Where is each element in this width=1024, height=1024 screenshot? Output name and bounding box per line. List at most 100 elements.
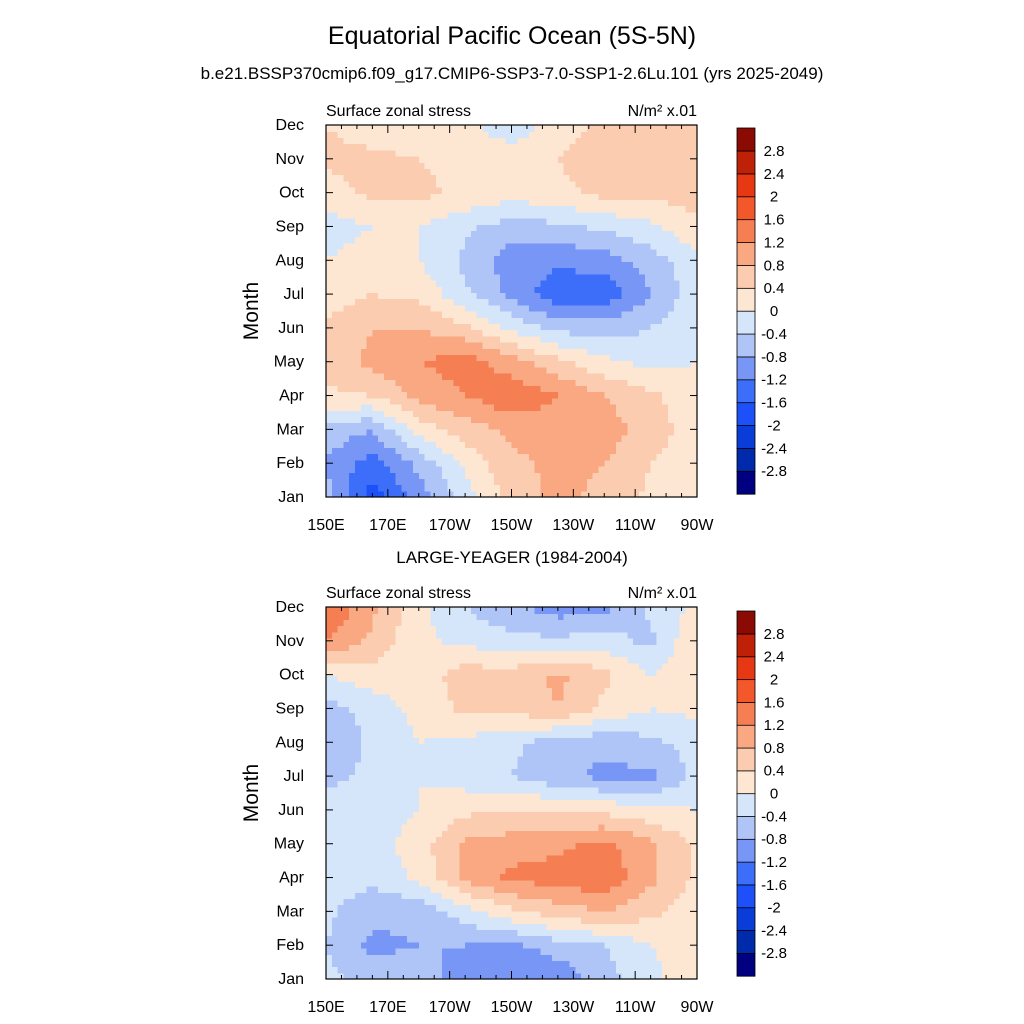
heatmap-cell: [644, 935, 652, 943]
heatmap-cell: [465, 261, 472, 269]
heatmap-cell: [447, 218, 455, 225]
heatmap-cell: [563, 143, 571, 151]
heatmap-cell: [441, 242, 449, 250]
heatmap-cell: [418, 286, 426, 293]
heatmap-cell: [673, 280, 681, 287]
heatmap-cell: [372, 162, 379, 169]
heatmap-cell: [459, 329, 466, 337]
heatmap-cell: [650, 131, 658, 138]
heatmap-cell: [482, 397, 489, 405]
heatmap-cell: [650, 966, 658, 974]
heatmap-cell: [494, 490, 501, 498]
heatmap-cell: [557, 917, 565, 924]
heatmap-cell: [639, 224, 646, 231]
heatmap-cell: [331, 205, 339, 213]
heatmap-cell: [627, 280, 634, 287]
heatmap-cell: [639, 230, 646, 238]
heatmap-cell: [685, 379, 692, 386]
heatmap-cell: [662, 131, 669, 138]
heatmap-cell: [621, 156, 629, 163]
heatmap-cell: [673, 935, 681, 943]
heatmap-cell: [598, 187, 605, 194]
heatmap-cell: [592, 416, 600, 424]
heatmap-cell: [360, 466, 368, 473]
heatmap-cell: [326, 267, 333, 275]
heatmap-cell: [331, 298, 339, 306]
heatmap-cell: [679, 360, 687, 368]
heatmap-cell: [447, 391, 455, 399]
heatmap-cell: [366, 273, 373, 281]
heatmap-cell: [627, 472, 634, 479]
heatmap-cell: [441, 329, 449, 337]
heatmap-cell: [546, 273, 553, 281]
heatmap-cell: [326, 404, 333, 411]
heatmap-cell: [552, 125, 559, 132]
heatmap-cell: [656, 910, 663, 918]
heatmap-cell: [598, 879, 605, 887]
heatmap-cell: [441, 137, 449, 145]
heatmap-cell: [436, 904, 443, 912]
heatmap-cell: [360, 149, 368, 157]
heatmap-cell: [326, 143, 333, 151]
heatmap-cell: [621, 972, 629, 980]
heatmap-cell: [383, 168, 391, 176]
heatmap-cell: [523, 904, 530, 912]
colorbar-swatch: [736, 219, 756, 243]
heatmap-cell: [534, 292, 542, 300]
heatmap-cell: [604, 199, 611, 207]
heatmap-cell: [650, 935, 658, 943]
heatmap-cell: [668, 385, 675, 393]
heatmap-cell: [383, 125, 391, 132]
heatmap-cell: [366, 886, 373, 893]
heatmap-cell: [523, 156, 530, 163]
heatmap-cell: [679, 199, 687, 207]
heatmap-cell: [679, 472, 687, 479]
heatmap-cell: [691, 385, 698, 393]
heatmap-cell: [407, 298, 414, 306]
heatmap-cell: [453, 447, 460, 455]
heatmap-cell: [499, 149, 507, 157]
heatmap-cell: [337, 441, 344, 448]
heatmap-cell: [337, 354, 344, 362]
heatmap-cell: [412, 168, 420, 176]
heatmap-cell: [418, 311, 426, 318]
heatmap-cell: [604, 923, 611, 930]
heatmap-cell: [453, 472, 460, 479]
heatmap-cell: [331, 137, 339, 145]
heatmap-cell: [470, 923, 478, 930]
heatmap-cell: [465, 910, 472, 918]
heatmap-cell: [389, 472, 397, 479]
heatmap-cell: [644, 472, 652, 479]
heatmap-cell: [326, 131, 333, 138]
heatmap-cell: [598, 137, 605, 145]
heatmap-cell: [691, 478, 698, 486]
heatmap-cell: [569, 354, 576, 362]
heatmap-cell: [488, 335, 495, 343]
heatmap-cell: [372, 292, 379, 300]
heatmap-cell: [563, 886, 571, 893]
heatmap-cell: [621, 892, 629, 899]
heatmap-cell: [482, 298, 489, 306]
heatmap-cell: [644, 131, 652, 138]
heatmap-cell: [604, 311, 611, 318]
heatmap-cell: [482, 230, 489, 238]
heatmap-cell: [505, 224, 513, 231]
heatmap-cell: [575, 137, 582, 145]
heatmap-cell: [418, 137, 426, 145]
heatmap-cell: [389, 972, 397, 980]
heatmap-cell: [598, 379, 605, 386]
heatmap-cell: [610, 478, 617, 486]
heatmap-cell: [354, 286, 362, 293]
heatmap-cell: [581, 385, 588, 393]
heatmap-cell: [499, 490, 507, 498]
heatmap-cell: [326, 211, 333, 219]
heatmap-cell: [569, 137, 576, 145]
heatmap-cell: [552, 255, 559, 262]
heatmap-cell: [546, 143, 553, 151]
heatmap-cell: [552, 249, 559, 256]
heatmap-cell: [407, 211, 414, 219]
heatmap-cell: [366, 360, 373, 368]
heatmap-cell: [523, 416, 530, 424]
heatmap-cell: [610, 335, 617, 343]
heatmap-cell: [465, 131, 472, 138]
